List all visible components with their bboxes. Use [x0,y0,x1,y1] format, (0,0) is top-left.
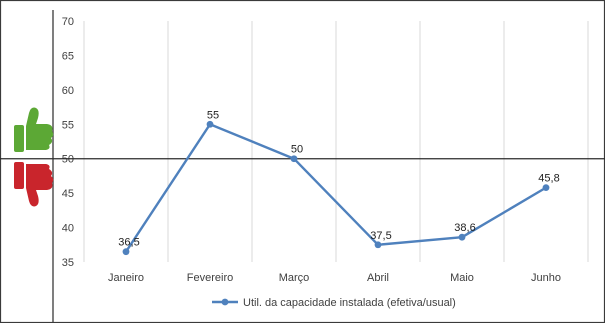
data-point [374,241,382,249]
data-point [458,233,466,241]
series-line [124,123,547,253]
y-tick-label: 65 [62,50,74,62]
thumbs-up-icon [14,107,54,152]
grid-lines [83,21,589,262]
y-tick-label: 50 [62,154,74,166]
data-label: 50 [291,144,303,156]
data-point [206,120,214,128]
x-tick-label: Janeiro [108,272,144,284]
y-tick-label: 70 [62,16,74,28]
y-tick-label: 60 [62,85,74,97]
legend-swatch-marker [221,298,229,306]
y-tick-label: 40 [62,223,74,235]
y-tick-label: 35 [62,257,74,269]
y-tick-label: 45 [62,188,74,200]
data-label: 37,5 [370,230,391,242]
x-tick-label: Junho [531,272,561,284]
series-group [122,120,550,256]
y-tick-label: 55 [62,119,74,131]
x-tick-label: Fevereiro [187,272,233,284]
data-label: 55 [207,109,219,121]
x-tick-label: Maio [450,272,474,284]
data-point [290,155,298,163]
data-point [122,248,130,256]
data-labels: 36,5 55 50 37,5 38,6 45,8 [118,109,559,248]
legend-label: Util. da capacidade instalada (efetiva/u… [243,297,456,309]
data-label: 36,5 [118,237,139,249]
data-label: 38,6 [454,222,475,234]
data-label: 45,8 [538,173,559,185]
y-axis-ticks: 35 40 45 50 55 60 65 70 [62,16,74,269]
thumbs-down-icon [14,162,54,207]
data-point [542,184,550,192]
x-tick-label: Março [279,272,310,284]
x-axis-ticks: Janeiro Fevereiro Março Abril Maio Junho [108,272,561,284]
x-tick-label: Abril [367,272,389,284]
legend: Util. da capacidade instalada (efetiva/u… [212,297,456,309]
